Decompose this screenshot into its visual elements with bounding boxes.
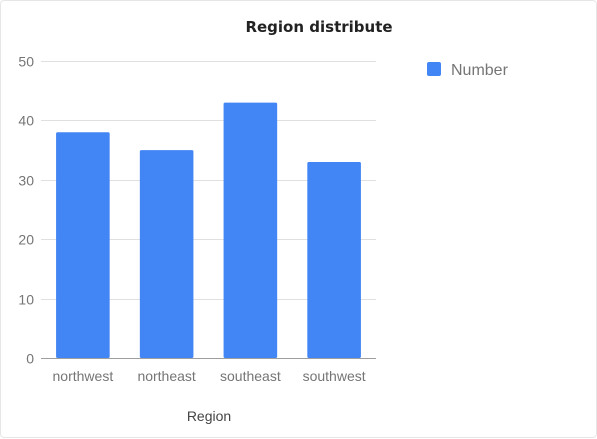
x-tick-label: northeast	[137, 368, 195, 384]
x-tick-label: southeast	[220, 368, 281, 384]
bars	[56, 102, 361, 358]
x-tick-label: northwest	[53, 368, 114, 384]
x-axis-ticks: northwest northeast southeast southwest	[53, 368, 366, 384]
y-tick-label: 0	[26, 351, 34, 367]
legend: Number	[427, 62, 509, 79]
y-tick-label: 50	[18, 54, 34, 70]
x-axis-title: Region	[187, 408, 231, 424]
legend-label: Number	[451, 62, 509, 79]
y-tick-label: 10	[18, 292, 34, 308]
chart-title: Region distribute	[245, 18, 392, 36]
x-tick-label: southwest	[303, 368, 366, 384]
y-tick-label: 20	[18, 232, 34, 248]
bar-northeast[interactable]	[139, 150, 194, 358]
y-tick-label: 40	[18, 113, 34, 129]
bar-southwest[interactable]	[307, 161, 361, 358]
bar-southeast[interactable]	[223, 102, 278, 358]
bar-northwest[interactable]	[56, 132, 110, 358]
legend-swatch	[427, 62, 441, 76]
y-tick-label: 30	[18, 173, 34, 189]
y-axis-ticks: 0 10 20 30 40 50	[18, 54, 34, 367]
